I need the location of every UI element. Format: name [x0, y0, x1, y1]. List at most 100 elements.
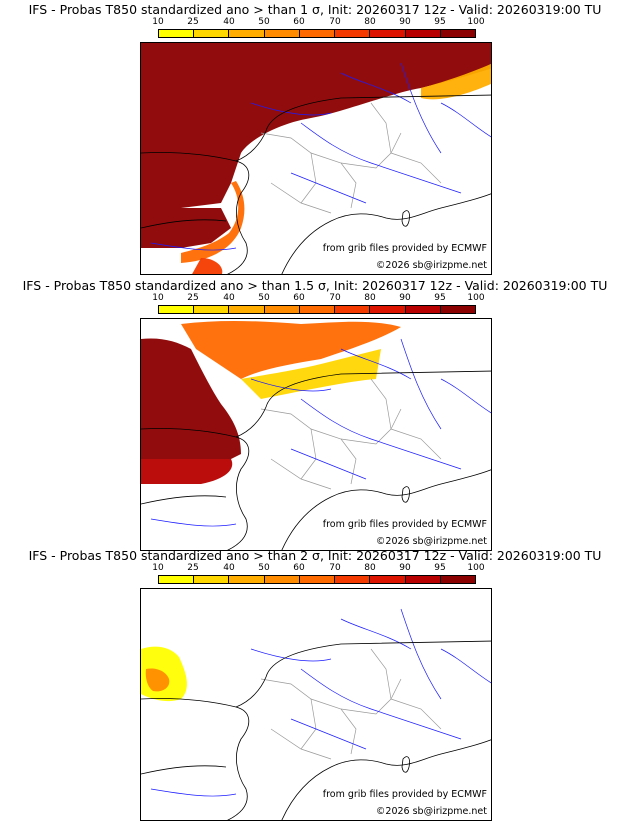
colorbar-tick: 100	[467, 293, 485, 303]
colorbar-swatch	[370, 576, 406, 583]
map-canvas	[141, 608, 491, 820]
colorbar-tick: 40	[223, 17, 235, 27]
colorbar-swatch	[335, 30, 371, 37]
corsica-outline	[401, 486, 410, 503]
map-france-europe: from grib files provided by ECMWF ©2026 …	[140, 318, 492, 551]
colorbar-tick: 60	[293, 563, 305, 573]
colorbar-swatch	[370, 30, 406, 37]
colorbar-swatch	[299, 576, 336, 583]
probability-area	[181, 181, 245, 263]
colorbar-swatch	[440, 30, 475, 37]
forecast-panel-1-5sigma: IFS - Probas T850 standardized ano > tha…	[0, 276, 630, 552]
copyright: ©2026 sb@irizpme.net	[375, 260, 487, 271]
river	[150, 518, 237, 527]
colorbar-swatch	[264, 306, 300, 313]
colorbar-swatch	[229, 576, 265, 583]
colorbar-swatch	[405, 30, 441, 37]
colorbar	[158, 575, 476, 584]
river	[150, 242, 237, 251]
probability-area	[141, 208, 231, 248]
river	[150, 788, 237, 797]
colorbar-swatch	[229, 306, 265, 313]
river	[290, 718, 367, 750]
colorbar-tick: 100	[467, 563, 485, 573]
colorbar-tick: 70	[329, 17, 341, 27]
colorbar-tick: 25	[187, 17, 199, 27]
river	[340, 618, 412, 650]
admin-border	[260, 678, 357, 755]
colorbar-swatch	[264, 576, 300, 583]
coastline	[281, 469, 491, 550]
copyright: ©2026 sb@irizpme.net	[375, 806, 487, 817]
coastline	[281, 193, 491, 274]
admin-border	[260, 132, 357, 209]
coastline	[235, 370, 491, 438]
river	[440, 648, 491, 684]
colorbar-tick: 90	[399, 563, 411, 573]
admin-border	[370, 102, 392, 154]
colorbar-swatch	[194, 306, 230, 313]
colorbar-tick: 95	[434, 293, 446, 303]
panel-title: IFS - Probas T850 standardized ano > tha…	[22, 278, 608, 293]
coastline	[141, 428, 250, 550]
coastline	[235, 640, 491, 708]
coastline	[141, 698, 250, 820]
colorbar-tick: 40	[223, 563, 235, 573]
colorbar-tick: 25	[187, 293, 199, 303]
river	[250, 378, 332, 392]
probability-area	[141, 459, 233, 484]
colorbar-tick: 40	[223, 293, 235, 303]
probability-area	[141, 43, 491, 208]
colorbar-tick: 95	[434, 17, 446, 27]
colorbar-swatch	[299, 306, 336, 313]
river	[290, 172, 367, 204]
colorbar-swatch	[194, 576, 230, 583]
colorbar-tick: 90	[399, 17, 411, 27]
colorbar-tick: 100	[467, 17, 485, 27]
forecast-panel-1sigma: IFS - Probas T850 standardized ano > tha…	[0, 0, 630, 276]
corsica-outline	[401, 210, 410, 227]
panel-title: IFS - Probas T850 standardized ano > tha…	[28, 548, 602, 563]
map-canvas	[141, 320, 491, 550]
admin-border	[370, 648, 392, 700]
colorbar-tick-labels: 10 25 40 50 60 70 80 90 95 100	[140, 293, 484, 304]
colorbar-tick: 10	[152, 563, 164, 573]
admin-border	[270, 728, 332, 760]
admin-border	[390, 428, 442, 460]
admin-border	[340, 678, 402, 715]
probability-area	[192, 258, 223, 274]
river	[300, 122, 462, 194]
map-france-europe: from grib files provided by ECMWF ©2026 …	[140, 588, 492, 821]
river	[300, 668, 462, 740]
colorbar-tick-labels: 10 25 40 50 60 70 80 90 95 100	[140, 17, 484, 28]
colorbar-tick: 70	[329, 293, 341, 303]
river	[250, 102, 332, 116]
river	[400, 608, 442, 700]
river	[440, 378, 491, 414]
map-canvas	[141, 43, 491, 274]
probability-area	[145, 668, 170, 692]
source-credit: from grib files provided by ECMWF	[322, 789, 487, 800]
river	[400, 62, 442, 154]
colorbar-swatch	[370, 306, 406, 313]
colorbar	[158, 29, 476, 38]
colorbar-swatch	[405, 576, 441, 583]
colorbar-tick: 90	[399, 293, 411, 303]
river	[340, 72, 412, 104]
colorbar-swatch	[440, 306, 475, 313]
river	[300, 398, 462, 470]
admin-border	[340, 408, 402, 445]
colorbar-tick: 80	[364, 17, 376, 27]
colorbar-swatch	[335, 576, 371, 583]
admin-border	[270, 182, 332, 214]
colorbar-tick: 80	[364, 563, 376, 573]
colorbar-swatch	[264, 30, 300, 37]
admin-border	[340, 132, 402, 169]
corsica-outline	[401, 756, 410, 773]
colorbar-swatch	[335, 306, 371, 313]
admin-border	[270, 458, 332, 490]
colorbar	[158, 305, 476, 314]
coastline	[141, 152, 250, 274]
colorbar-tick: 10	[152, 17, 164, 27]
river	[340, 348, 412, 380]
